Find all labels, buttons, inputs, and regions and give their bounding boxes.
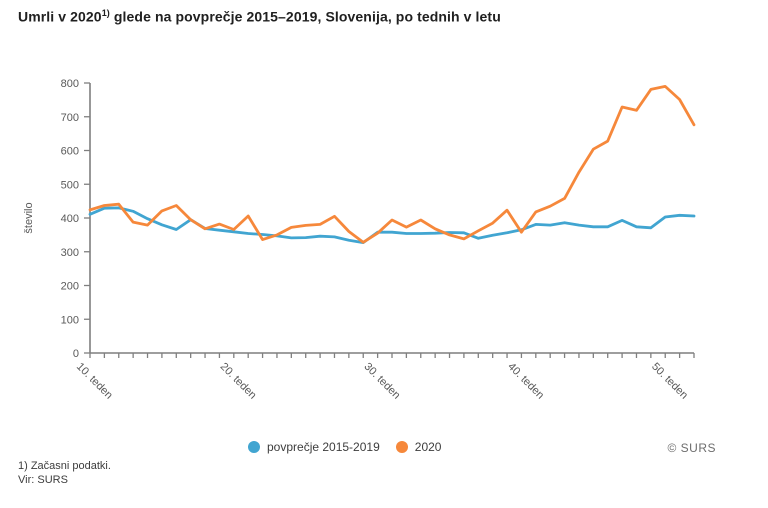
series-line-average bbox=[88, 206, 696, 245]
legend-item-2020: 2020 bbox=[395, 440, 442, 454]
chart-title-main: Umrli v 2020 bbox=[18, 8, 102, 25]
series-line-2020 bbox=[88, 85, 696, 244]
x-tick-label: 10. teden bbox=[74, 361, 115, 402]
y-tick-label: 0 bbox=[73, 348, 79, 360]
legend-item-average: povprečje 2015-2019 bbox=[248, 440, 380, 454]
y-tick-label: 100 bbox=[61, 314, 79, 326]
y-axis-ticks: 0 100 200 300 400 500 600 700 800 bbox=[61, 78, 90, 360]
y-tick-label: 300 bbox=[61, 247, 79, 259]
legend-label-average: povprečje 2015-2019 bbox=[267, 440, 380, 454]
chart-title: Umrli v 20201) glede na povprečje 2015–2… bbox=[18, 8, 748, 25]
y-tick-label: 800 bbox=[61, 78, 79, 90]
x-tick-label: 40. teden bbox=[505, 361, 546, 402]
footnote-provisional-data: 1) Začasni podatki. bbox=[18, 460, 111, 472]
x-tick-label: 50. teden bbox=[649, 361, 690, 402]
x-tick-label: 30. teden bbox=[361, 361, 402, 402]
chart-title-footnote-marker: 1) bbox=[101, 8, 110, 18]
y-axis-title: število bbox=[23, 202, 35, 233]
chart-title-rest: glede na povprečje 2015–2019, Slovenija,… bbox=[109, 8, 501, 25]
legend-label-2020: 2020 bbox=[414, 440, 442, 454]
chart-legend: povprečje 2015-2019 2020 bbox=[248, 440, 441, 454]
chart-footnotes: 1) Začasni podatki. Vir: SURS bbox=[18, 459, 111, 487]
y-tick-label: 700 bbox=[61, 112, 79, 124]
y-tick-label: 400 bbox=[61, 213, 79, 225]
legend-dot-average bbox=[248, 441, 260, 453]
legend-dot-2020 bbox=[395, 441, 408, 453]
line-chart: 0 100 200 300 400 500 600 700 800 10. teden 20. te… bbox=[23, 78, 696, 402]
surs-watermark: © SURS bbox=[667, 441, 716, 455]
x-axis-ticks: 10. teden 20. teden 30. teden 40. teden 50. … bbox=[74, 353, 695, 402]
y-tick-label: 200 bbox=[61, 281, 79, 293]
x-tick-label: 20. teden bbox=[218, 361, 259, 402]
axes bbox=[89, 83, 694, 354]
footnote-source: Vir: SURS bbox=[18, 474, 68, 486]
y-tick-label: 600 bbox=[61, 146, 79, 158]
y-tick-label: 500 bbox=[61, 179, 79, 191]
